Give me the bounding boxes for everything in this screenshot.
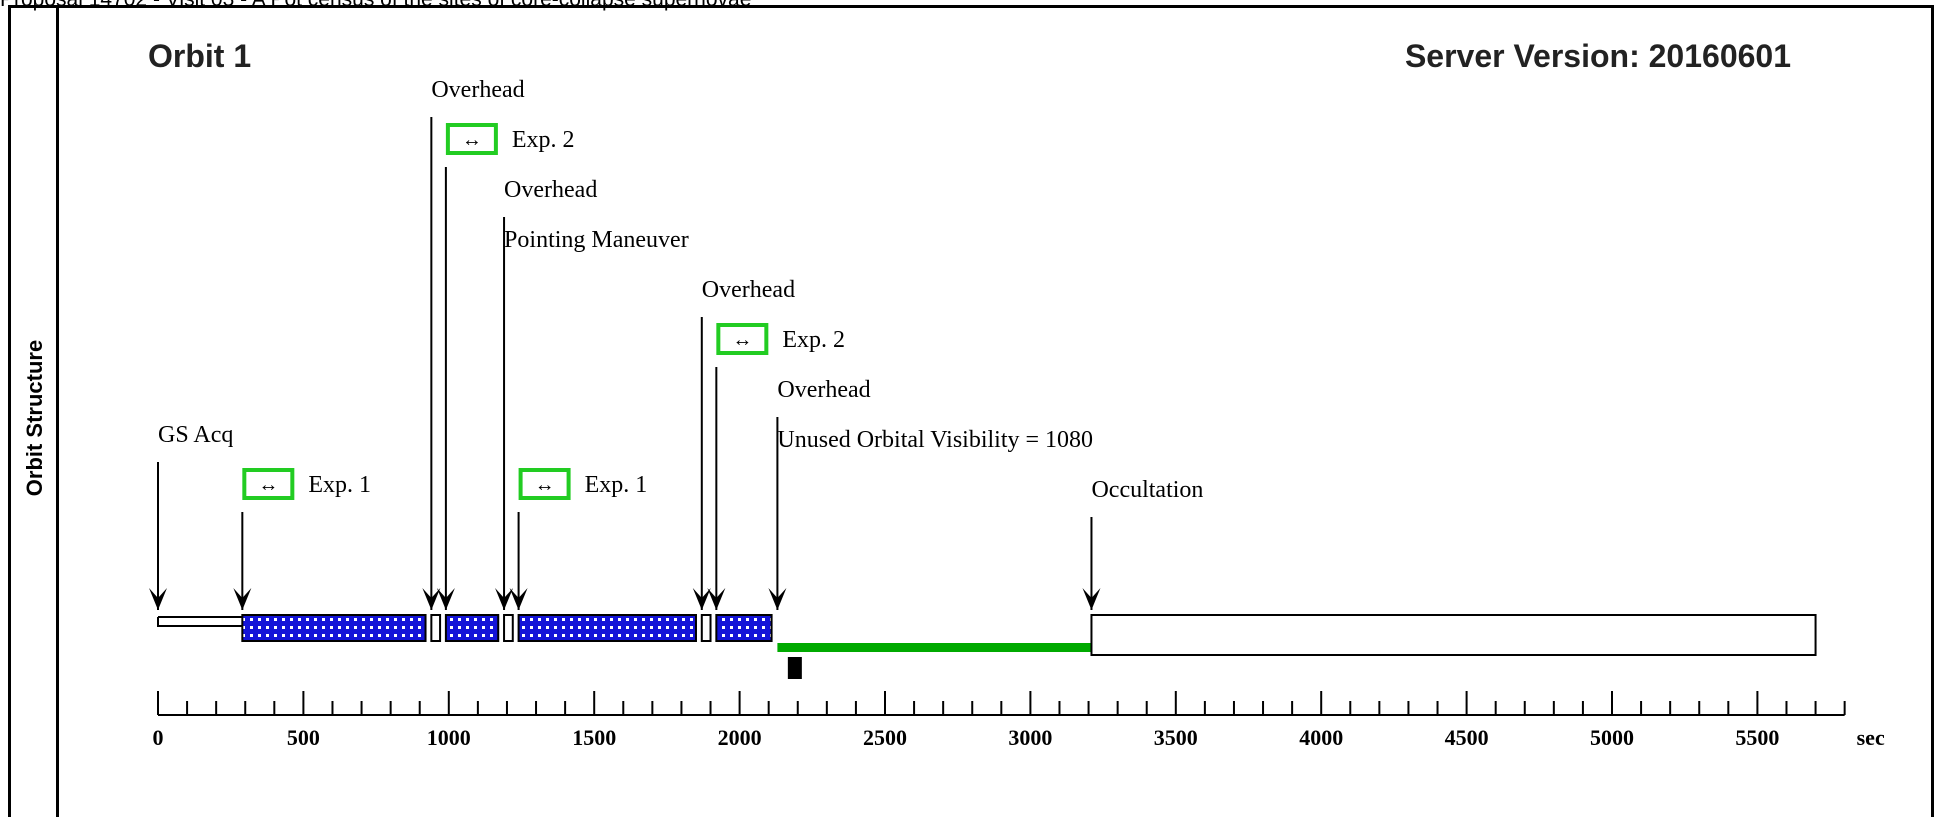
event-arrow [768,588,787,610]
exposure-icon-glyph: ↔ [732,329,752,351]
tick-label: 2500 [863,725,907,750]
exposure-icon [716,323,769,355]
event-label: GS Acq [158,422,233,448]
acquisition-block [157,617,243,627]
exposure-icon-glyph: ↔ [535,474,555,496]
event-arrow [436,588,455,610]
overhead-block [503,614,514,642]
overhead-block [700,614,712,642]
tick-label: 500 [287,725,320,750]
event-label: Occultation [1091,477,1203,503]
tick-label: 3500 [1154,725,1198,750]
event-label: Exp. 2 [782,327,845,353]
exposure-icon-glyph: ↔ [462,129,482,151]
exposure-icon-glyph: ↔ [258,474,278,496]
exposure-block [715,614,773,642]
tick-label: 1500 [572,725,616,750]
orbit-marker [787,657,802,679]
event-label: Unused Orbital Visibility = 1080 [777,427,1093,453]
event-arrow [422,588,441,610]
event-label: Overhead [702,277,795,303]
tick-label: 4000 [1299,725,1343,750]
orbit-title: Orbit 1 [148,38,252,74]
tick-label: 5500 [1735,725,1779,750]
tick-label: 4500 [1445,725,1489,750]
event-arrow [233,588,252,610]
exposure-block [241,614,427,642]
exposure-icon [518,468,571,500]
server-version: Server Version: 20160601 [1404,38,1791,74]
tick-label: 3000 [1008,725,1052,750]
event-arrow [1082,588,1101,610]
event-arrow [692,588,711,610]
event-label: Exp. 2 [512,127,575,153]
tick-label: 5000 [1590,725,1634,750]
tick-label: 2000 [718,725,762,750]
orbit-structure-panel: Orbit Structure [8,5,1934,817]
event-label: Overhead [777,377,870,403]
event-arrow [495,588,514,610]
overhead-block [430,614,442,642]
exposure-block [517,614,697,642]
axis-unit-label: sec [1857,725,1885,750]
event-label: Exp. 1 [308,472,371,498]
event-label: Overhead [431,77,524,103]
event-arrow [149,588,167,610]
exposure-block [444,614,500,642]
tick-label: 1000 [427,725,471,750]
occultation-block [1090,614,1817,656]
event-label: Overhead [504,177,597,203]
exposure-icon [445,123,498,155]
tick-label: 0 [153,725,164,750]
event-arrow [509,588,528,610]
event-label: Pointing Maneuver [504,227,689,253]
event-label: Exp. 1 [585,472,648,498]
side-column: Orbit Structure [11,8,59,817]
unused-visibility-bar [777,643,1092,652]
event-arrow [707,588,726,610]
exposure-icon [242,468,295,500]
